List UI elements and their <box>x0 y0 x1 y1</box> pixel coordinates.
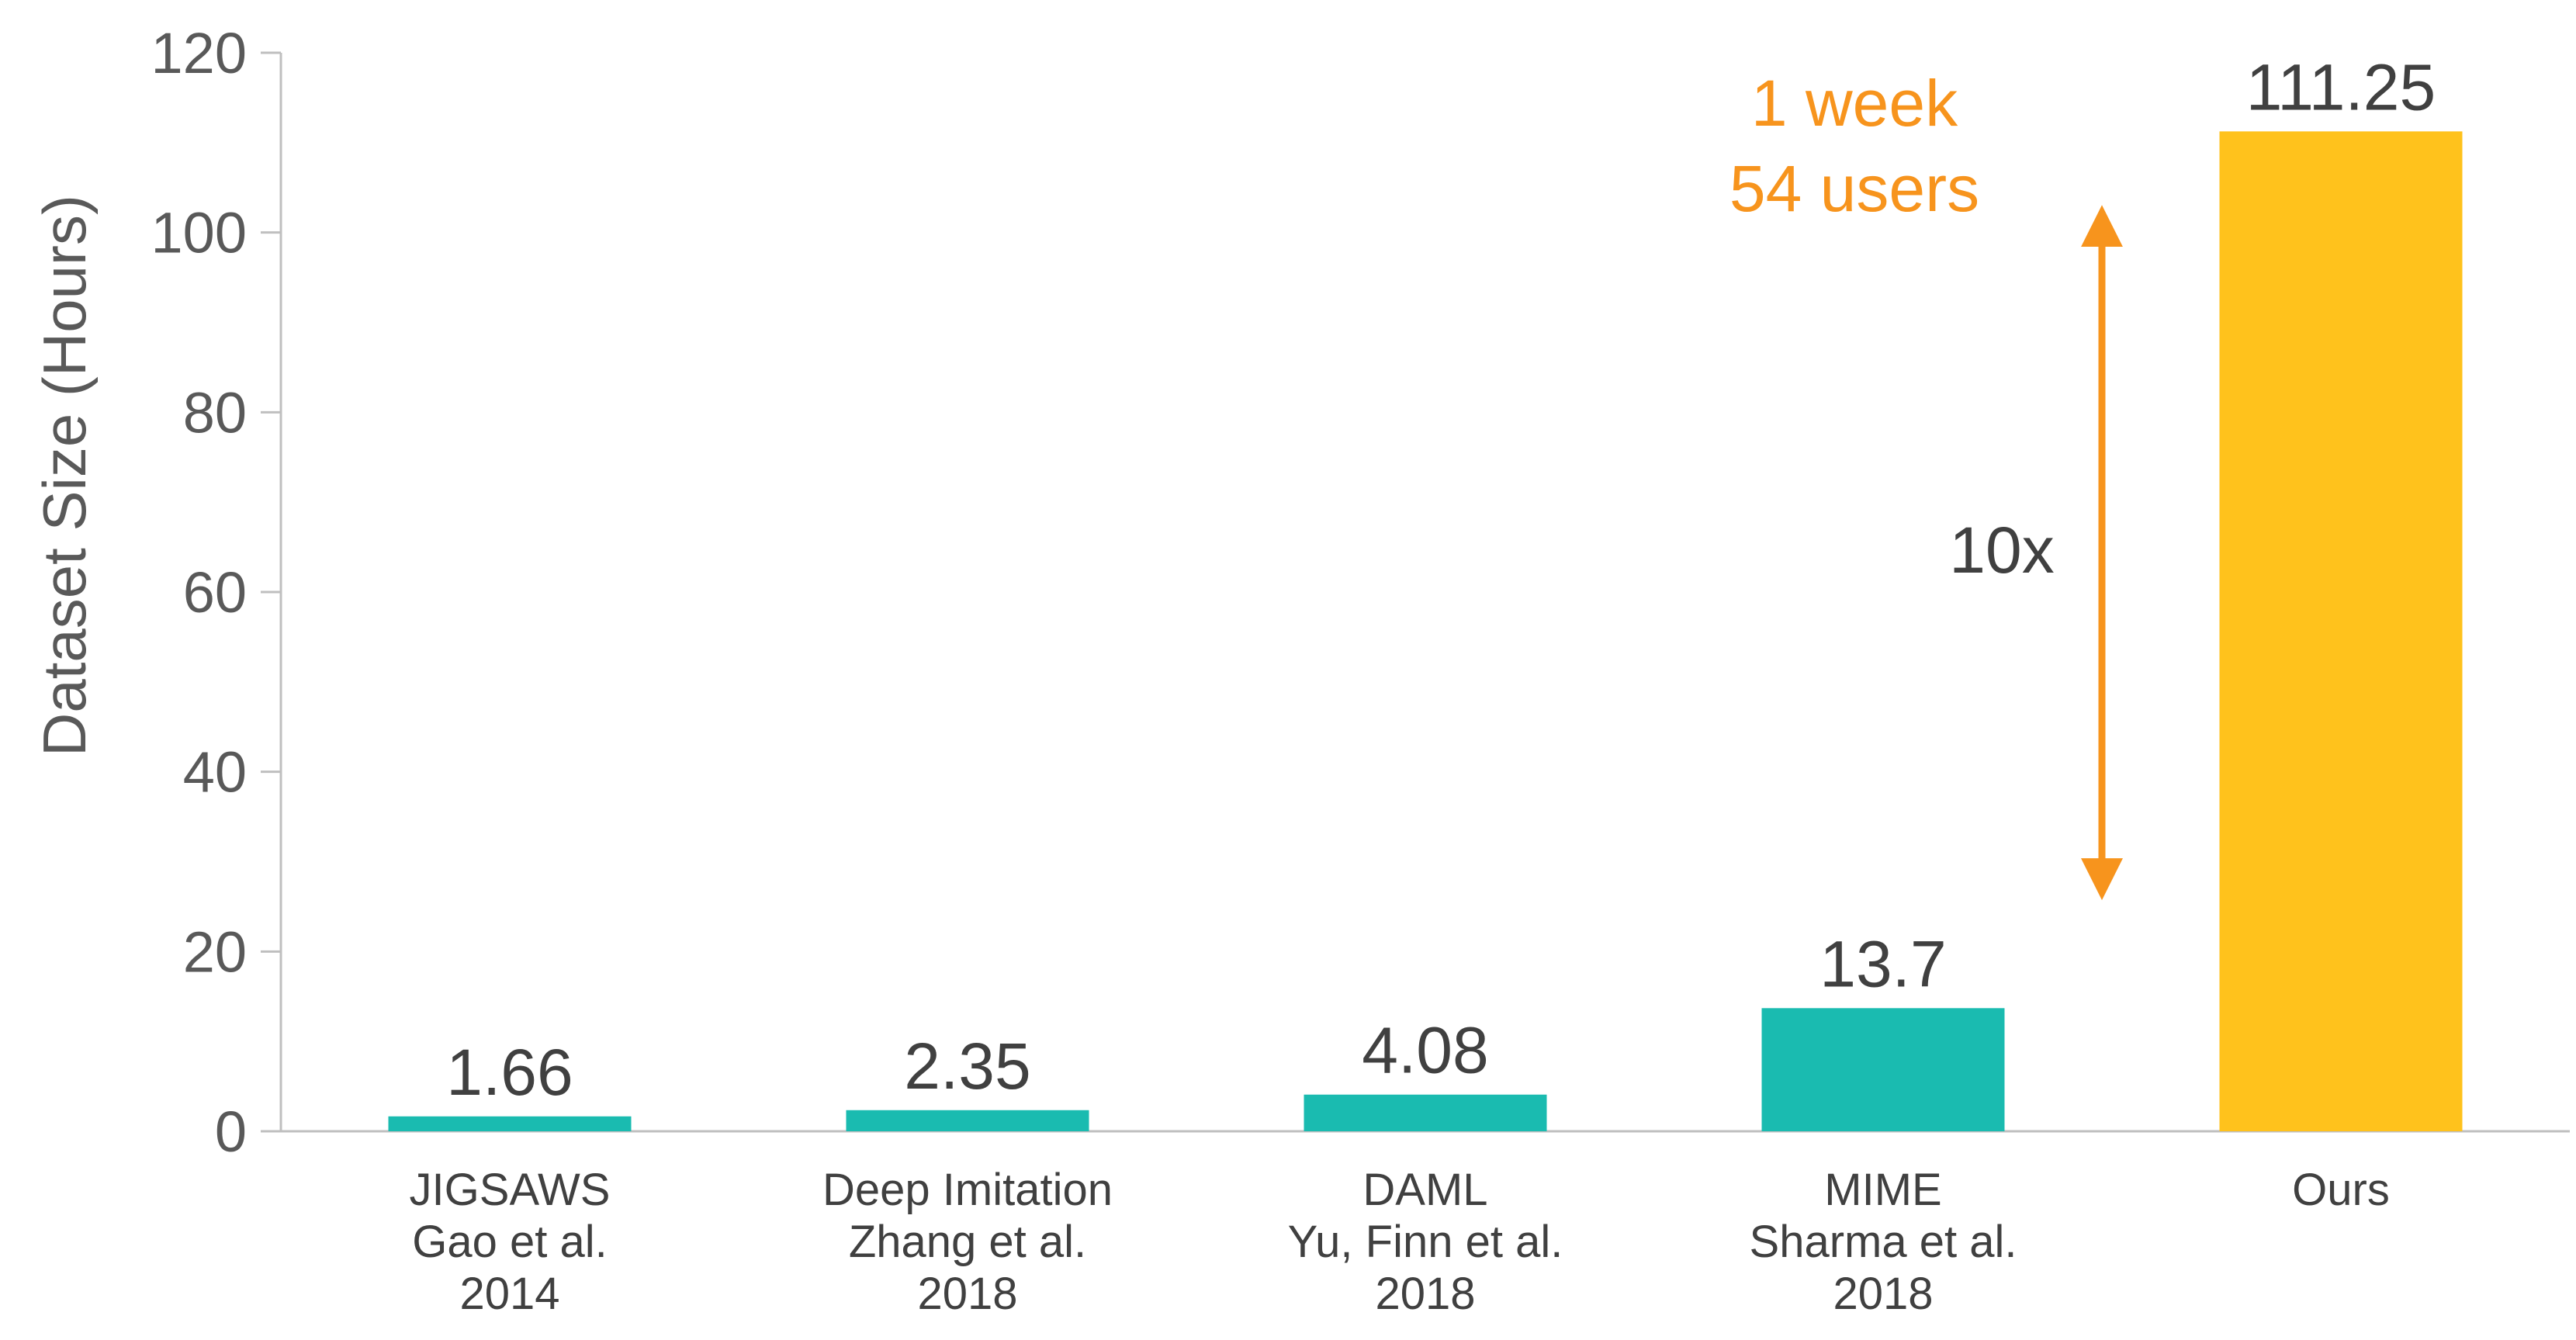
highlight-line-1: 1 week <box>1751 67 1958 140</box>
category-label: Deep Imitation Zhang et al. 2018 <box>822 1165 1113 1319</box>
y-axis-title: Dataset Size (Hours) <box>30 195 99 757</box>
bar <box>388 1116 632 1131</box>
value-labels: 1.66 2.35 4.08 13.7 111.25 <box>446 50 2436 1108</box>
bar-value-label: 13.7 <box>1819 927 1947 1000</box>
bars <box>388 131 2463 1132</box>
category-label-line: MIME <box>1824 1165 1941 1215</box>
y-tick-label: 40 <box>183 740 247 805</box>
y-tick-label: 80 <box>183 380 247 445</box>
category-label-line: Ours <box>2292 1165 2390 1215</box>
category-label-line: JIGSAWS <box>410 1165 611 1215</box>
category-label-line: DAML <box>1362 1165 1487 1215</box>
category-label-line: Sharma et al. <box>1750 1217 2017 1267</box>
bar-value-label: 111.25 <box>2246 50 2436 123</box>
category-label-line: Zhang et al. <box>849 1217 1086 1267</box>
bar-value-label: 1.66 <box>446 1036 573 1109</box>
y-axis: 0 20 40 60 80 100 120 <box>151 21 282 1164</box>
bar-value-label: 4.08 <box>1362 1014 1489 1087</box>
y-tick-label: 0 <box>215 1099 247 1164</box>
y-tick-label: 60 <box>183 560 247 625</box>
bar <box>1304 1094 1547 1131</box>
category-label: JIGSAWS Gao et al. 2014 <box>410 1165 611 1319</box>
bar <box>846 1110 1089 1131</box>
category-label-line: 2018 <box>917 1269 1017 1319</box>
category-label-line: 2018 <box>1833 1269 1933 1319</box>
y-tick-label: 20 <box>183 919 247 984</box>
category-label-line: Gao et al. <box>412 1217 607 1267</box>
category-labels: JIGSAWS Gao et al. 2014 Deep Imitation Zhang… <box>410 1165 2390 1319</box>
annotations: 10x 1 week 54 users <box>1729 67 2123 901</box>
category-label-line: Deep Imitation <box>822 1165 1113 1215</box>
bar <box>1761 1008 2005 1131</box>
category-label-line: Yu, Finn et al. <box>1288 1217 1563 1267</box>
category-label-line: 2014 <box>459 1269 559 1319</box>
factor-label: 10x <box>1949 514 2054 587</box>
category-label: Ours <box>2292 1165 2390 1215</box>
highlight-line-2: 54 users <box>1729 152 1979 225</box>
y-tick-label: 120 <box>151 21 247 85</box>
y-tick-label: 100 <box>151 201 247 265</box>
bar-value-label: 2.35 <box>904 1030 1031 1103</box>
category-label: DAML Yu, Finn et al. 2018 <box>1288 1165 1563 1319</box>
category-label-line: 2018 <box>1375 1269 1475 1319</box>
category-label: MIME Sharma et al. 2018 <box>1750 1165 2017 1319</box>
bar <box>2219 131 2463 1132</box>
